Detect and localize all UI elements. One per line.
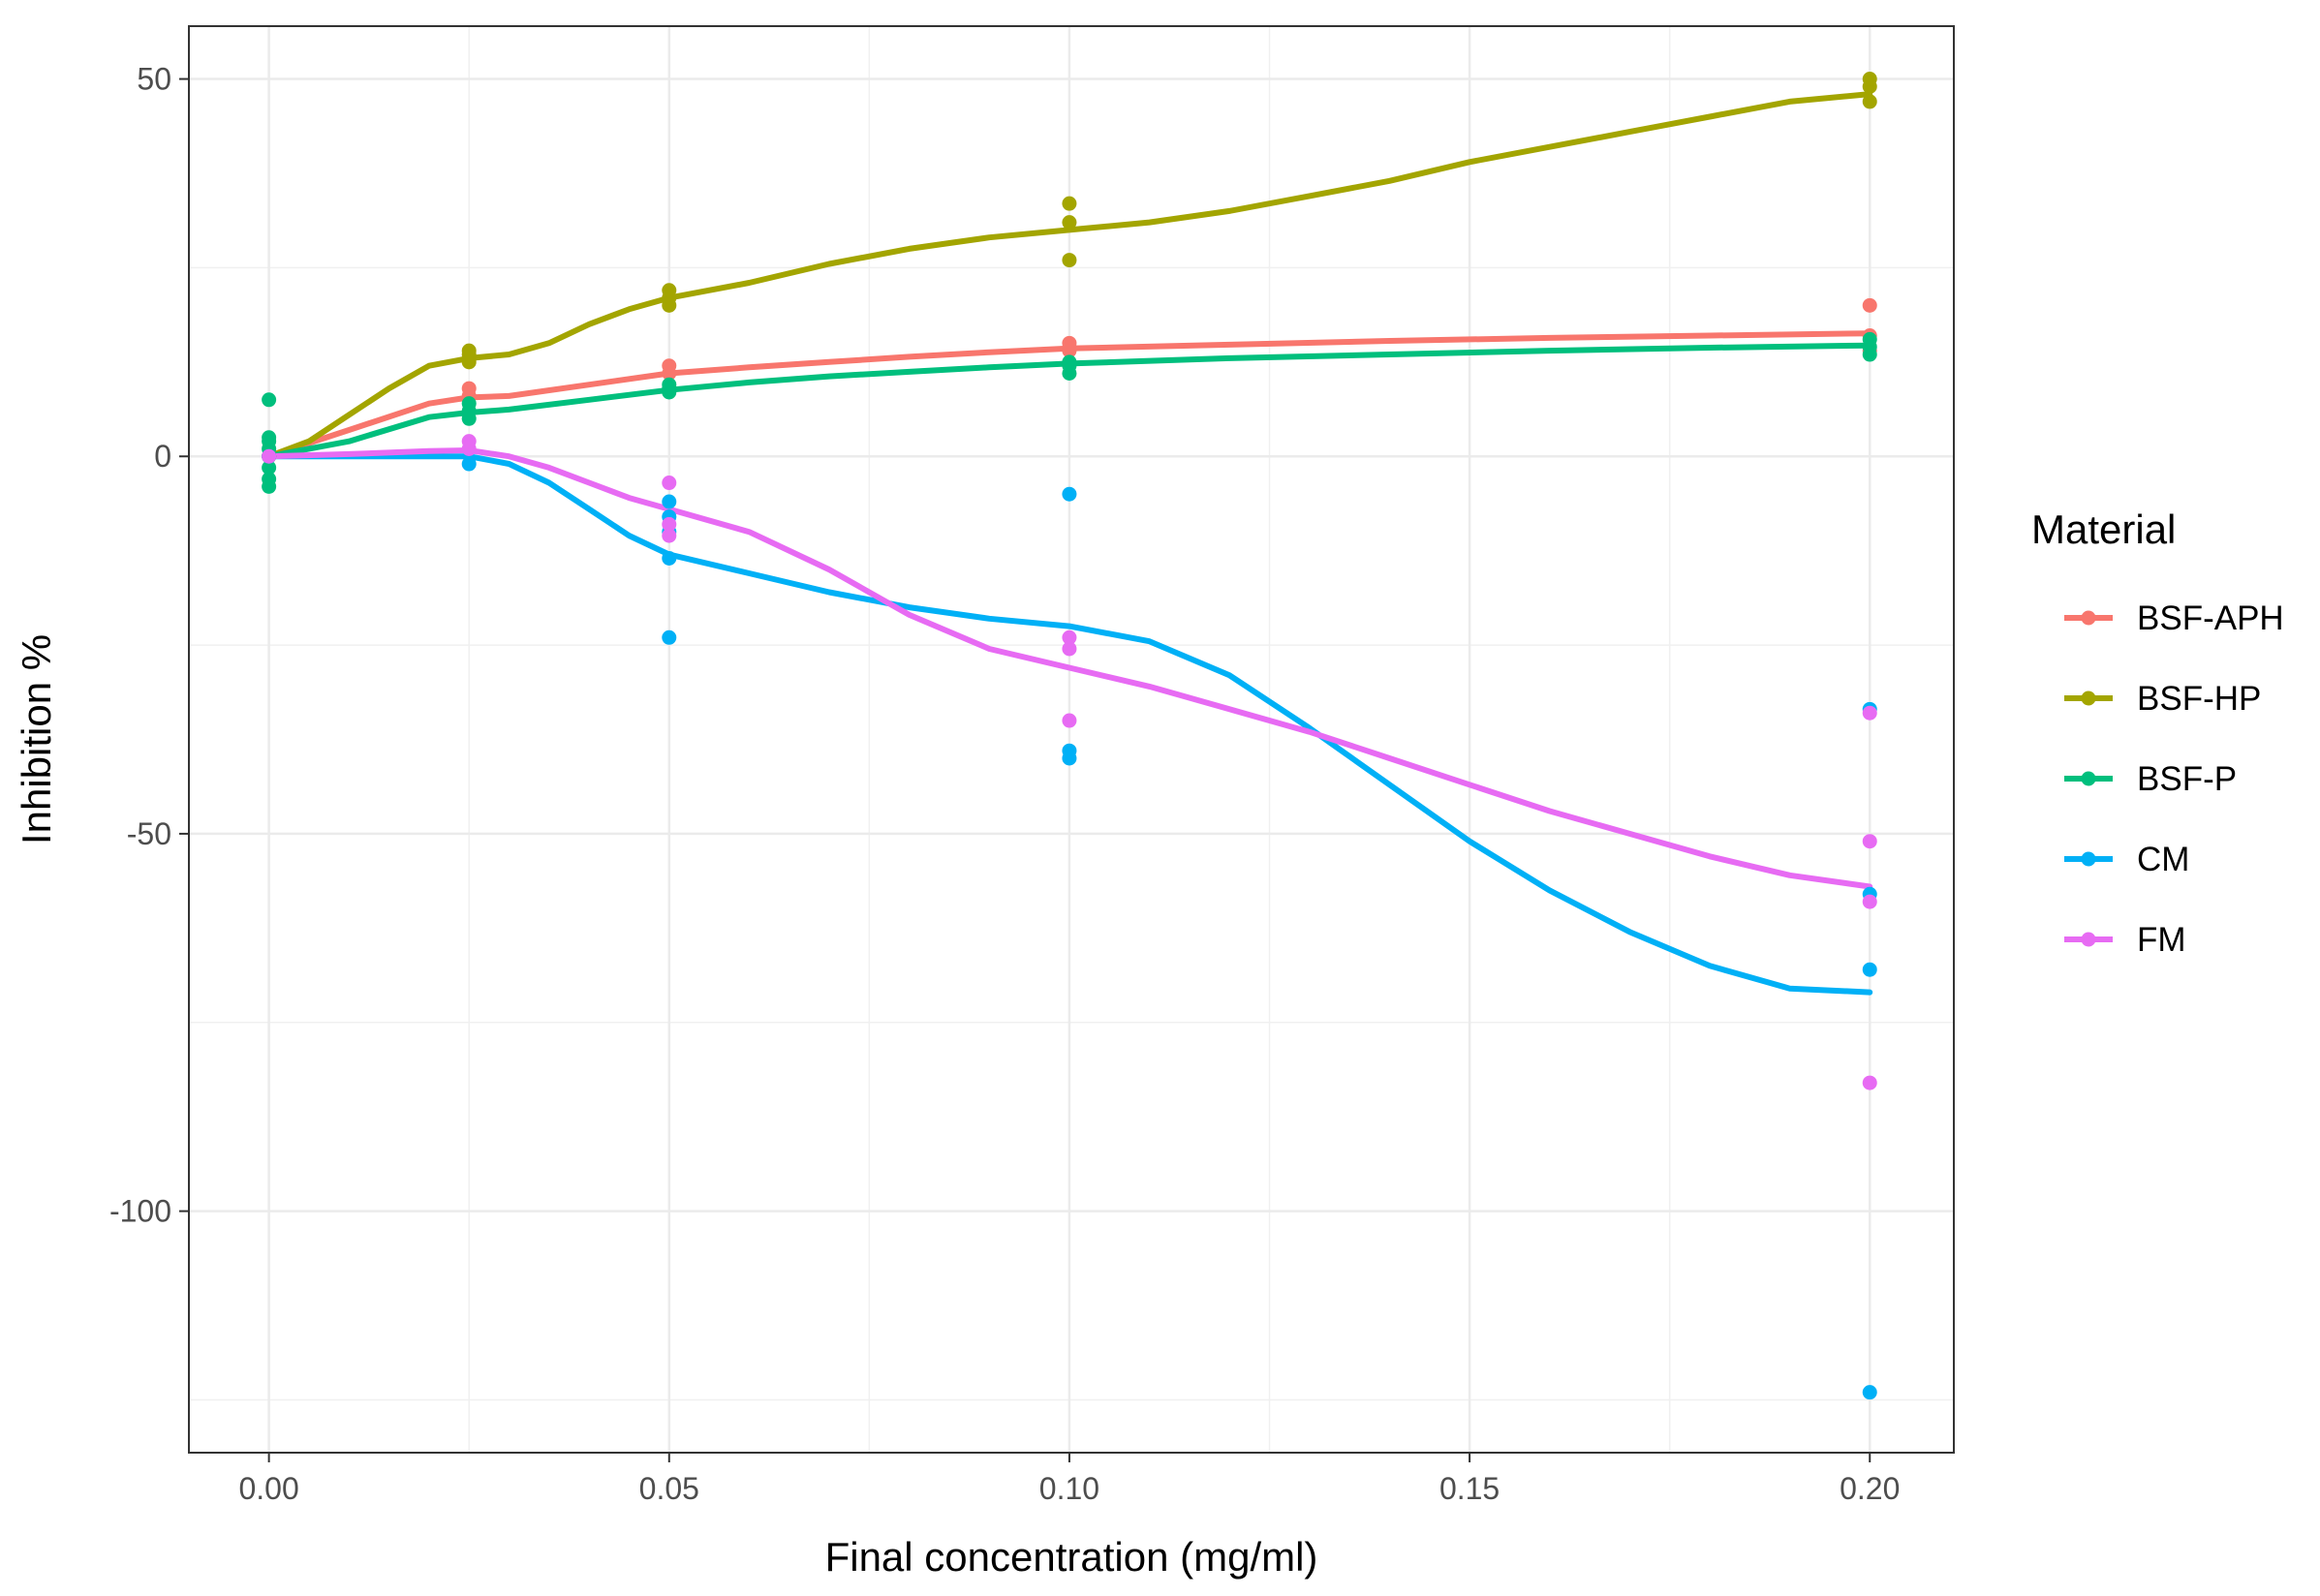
x-axis-ticks: 0.00 0.05 0.10 0.15 0.20: [238, 1453, 1900, 1506]
data-point-cm: [1862, 962, 1877, 977]
data-point-fm: [461, 434, 477, 449]
data-point-bsf-hp: [1062, 196, 1077, 211]
x-tick-label: 0.00: [238, 1471, 298, 1506]
data-point-cm: [662, 494, 677, 509]
panel-border: [188, 25, 1955, 1454]
data-point-bsf-hp: [662, 283, 677, 298]
smooth-line-bsf-hp: [265, 91, 1873, 460]
data-point-bsf-hp: [1062, 253, 1077, 268]
legend-key-point: [2081, 691, 2096, 706]
data-points: [262, 72, 1877, 1400]
data-point-bsf-aph: [461, 381, 477, 396]
legend-key-point: [2081, 610, 2096, 626]
smooth-line-bsf-p: [265, 342, 1873, 460]
data-point-cm: [1062, 751, 1077, 766]
data-point-bsf-p: [262, 392, 277, 408]
data-point-bsf-hp: [1862, 94, 1877, 109]
data-point-bsf-hp: [461, 343, 477, 358]
y-axis-ticks: 50 0 -50 -100: [109, 62, 189, 1229]
data-point-cm: [1062, 486, 1077, 502]
legend-label: BSF-HP: [2137, 680, 2261, 718]
data-point-fm: [1062, 641, 1077, 657]
data-point-bsf-p: [662, 377, 677, 392]
x-tick-label: 0.20: [1840, 1471, 1900, 1506]
data-point-bsf-aph: [1062, 335, 1077, 351]
data-point-fm: [662, 528, 677, 543]
data-point-cm: [1862, 1385, 1877, 1400]
y-tick-label: -100: [109, 1194, 171, 1229]
data-point-bsf-p: [262, 472, 277, 487]
y-tick-label: -50: [127, 816, 171, 851]
data-point-fm: [662, 516, 677, 532]
data-point-fm: [1862, 705, 1877, 721]
data-point-fm: [662, 476, 677, 491]
legend-label: FM: [2137, 921, 2186, 959]
data-point-bsf-p: [461, 396, 477, 412]
legend-key-point: [2081, 851, 2096, 867]
legend-label: CM: [2137, 841, 2189, 878]
legend-title: Material: [2031, 506, 2176, 552]
data-point-bsf-hp: [1862, 72, 1877, 87]
x-axis-title: Final concentration (mg/ml): [825, 1534, 1318, 1580]
data-point-fm: [1062, 629, 1077, 645]
data-point-fm: [1862, 834, 1877, 849]
smooth-line-bsf-aph: [265, 330, 1873, 460]
data-point-fm: [1862, 894, 1877, 909]
data-point-fm: [1862, 1075, 1877, 1090]
data-point-fm: [1062, 713, 1077, 728]
data-point-bsf-p: [262, 430, 277, 445]
smooth-line-fm: [265, 447, 1873, 890]
smooth-line-cm: [265, 453, 1873, 996]
y-axis-title: Inhibition %: [14, 634, 59, 844]
data-point-bsf-p: [262, 460, 277, 476]
legend-label: BSF-APH: [2137, 599, 2284, 637]
data-point-bsf-p: [1062, 354, 1077, 370]
data-point-bsf-aph: [662, 358, 677, 374]
x-tick-label: 0.10: [1039, 1471, 1099, 1506]
x-tick-label: 0.15: [1439, 1471, 1500, 1506]
data-point-cm: [461, 456, 477, 472]
data-point-cm: [662, 629, 677, 645]
legend-label: BSF-P: [2137, 760, 2237, 798]
data-point-fm: [262, 448, 277, 464]
data-point-bsf-aph: [1862, 297, 1877, 313]
x-tick-label: 0.05: [639, 1471, 699, 1506]
data-point-bsf-hp: [1062, 215, 1077, 230]
data-point-cm: [662, 550, 677, 566]
y-tick-label: 50: [137, 62, 171, 97]
legend-key-point: [2081, 771, 2096, 786]
data-point-bsf-p: [1862, 331, 1877, 347]
smooth-lines: [265, 91, 1873, 996]
legend-key-point: [2081, 932, 2096, 947]
legend: Material BSF-APH BSF-HP BSF-P CM FM: [2031, 506, 2284, 959]
y-tick-label: 0: [154, 439, 171, 474]
